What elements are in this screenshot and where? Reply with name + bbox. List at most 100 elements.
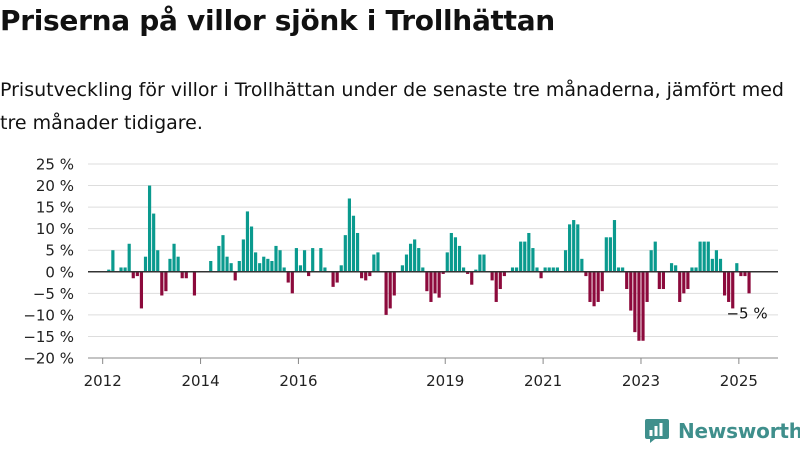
- bar: [674, 265, 678, 272]
- bar: [335, 271, 339, 283]
- bar: [192, 271, 197, 296]
- bar: [572, 220, 576, 272]
- bar: [653, 241, 657, 272]
- bar: [266, 258, 270, 272]
- bar: [290, 271, 294, 294]
- last-value-label: −5 %: [726, 304, 767, 322]
- bar: [107, 269, 111, 272]
- bar: [568, 224, 572, 272]
- bar: [584, 271, 588, 277]
- bar: [404, 254, 409, 272]
- x-tick-label: 2014: [181, 372, 219, 390]
- y-tick-label: −15 %: [23, 328, 74, 346]
- bar: [657, 271, 661, 290]
- bar: [612, 220, 617, 272]
- bar: [249, 226, 254, 272]
- bar: [604, 237, 608, 272]
- bar: [437, 271, 441, 298]
- bar: [331, 271, 335, 287]
- bar: [478, 254, 482, 272]
- y-tick-label: 5 %: [45, 242, 74, 260]
- bar: [441, 271, 445, 274]
- bar: [294, 248, 298, 272]
- bar: [417, 248, 421, 272]
- bar: [388, 271, 392, 309]
- bar: [262, 256, 266, 272]
- bar: [119, 267, 123, 272]
- x-tick-label: 2025: [720, 372, 758, 390]
- bar: [682, 271, 686, 294]
- bar: [702, 241, 706, 272]
- bar: [347, 198, 351, 272]
- bar: [229, 263, 233, 272]
- newsworthy-logo-icon: [645, 419, 669, 443]
- bar: [625, 271, 629, 290]
- bar: [147, 185, 152, 272]
- bar: [400, 265, 404, 272]
- bar: [270, 261, 274, 272]
- y-tick-label: 10 %: [36, 220, 74, 238]
- bar: [254, 252, 258, 272]
- bar: [172, 243, 176, 272]
- bar: [629, 271, 633, 311]
- bar: [743, 271, 747, 277]
- x-tick-label: 2021: [524, 372, 562, 390]
- y-tick-label: 25 %: [36, 156, 74, 174]
- bar: [470, 271, 474, 285]
- bar: [731, 271, 735, 309]
- bar: [323, 267, 327, 272]
- bar: [510, 267, 515, 272]
- brand-name: Newsworthy: [678, 419, 800, 443]
- bar: [237, 261, 241, 272]
- bar: [135, 271, 139, 277]
- bar: [474, 269, 478, 272]
- bar: [555, 267, 559, 272]
- bar: [160, 271, 164, 296]
- bar: [127, 243, 131, 272]
- bar: [527, 232, 531, 272]
- x-tick-label: 2012: [84, 372, 122, 390]
- bar: [519, 241, 523, 272]
- bar: [482, 254, 486, 272]
- bar: [718, 258, 723, 272]
- bar: [245, 211, 250, 272]
- x-tick-label: 2023: [622, 372, 660, 390]
- bar: [368, 271, 372, 277]
- bar: [131, 271, 135, 279]
- bar: [360, 271, 364, 279]
- bar: [678, 271, 682, 302]
- bar: [425, 271, 429, 292]
- bar: [735, 263, 739, 272]
- bar: [690, 267, 694, 272]
- y-tick-label: −10 %: [23, 306, 74, 324]
- bar: [307, 271, 311, 277]
- x-tick-label: 2016: [279, 372, 317, 390]
- chart-subtitle: Prisutveckling för villor i Trollhättan …: [0, 79, 784, 134]
- bar: [563, 250, 568, 272]
- bar: [596, 271, 600, 302]
- bar: [543, 267, 547, 272]
- bar: [722, 271, 727, 296]
- bar: [241, 239, 245, 272]
- bar: [461, 267, 466, 272]
- bar: [429, 271, 433, 302]
- newsworthy-brand: Newsworthy: [644, 418, 800, 444]
- bar: [384, 271, 388, 315]
- bar: [698, 241, 702, 272]
- annotations: −5 %: [726, 304, 767, 322]
- bar: [502, 271, 506, 277]
- bar: [282, 267, 286, 272]
- bar: [392, 271, 396, 296]
- bar: [111, 250, 115, 272]
- bar: [727, 271, 731, 302]
- bar: [302, 250, 307, 272]
- bar: [445, 252, 449, 272]
- chart-title: Priserna på villor sjönk i Trollhättan: [0, 4, 555, 37]
- bar: [539, 271, 543, 279]
- bar: [274, 245, 278, 272]
- bar: [376, 252, 380, 272]
- y-tick-label: 15 %: [36, 199, 74, 217]
- bar: [176, 256, 180, 272]
- bar: [600, 271, 604, 292]
